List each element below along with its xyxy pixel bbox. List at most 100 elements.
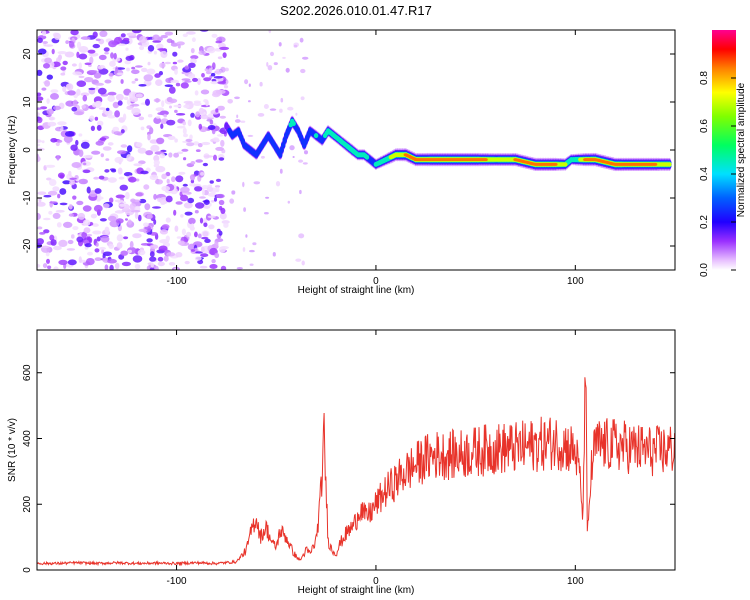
noise-blob xyxy=(209,264,218,269)
noise-blob xyxy=(98,54,107,61)
noise-blob xyxy=(78,46,89,53)
noise-blob xyxy=(116,210,122,214)
noise-blob xyxy=(155,165,166,173)
noise-blob xyxy=(168,262,176,266)
noise-blob xyxy=(206,46,216,54)
spectrogram-y-axis: -20 -10 0 10 20 xyxy=(22,48,675,253)
noise-blob xyxy=(203,77,212,82)
noise-blob xyxy=(215,146,225,151)
noise-blob xyxy=(126,99,131,105)
noise-blob xyxy=(123,236,129,240)
track-cell xyxy=(278,151,283,158)
noise-blob xyxy=(138,160,146,165)
noise-blob xyxy=(149,267,155,270)
noise-blob xyxy=(131,69,140,75)
noise-blob xyxy=(236,267,243,270)
noise-blob xyxy=(247,134,254,137)
noise-blob xyxy=(114,156,124,164)
noise-blob xyxy=(193,102,202,106)
noise-blob xyxy=(280,97,284,103)
noise-blob xyxy=(174,225,179,232)
noise-blob xyxy=(161,173,167,180)
y-tick-label: 20 xyxy=(22,48,33,60)
noise-blob xyxy=(301,260,305,266)
noise-blob xyxy=(47,265,52,270)
noise-blob xyxy=(186,231,192,238)
noise-blob xyxy=(37,48,47,55)
noise-blob xyxy=(153,219,157,225)
noise-blob xyxy=(39,232,46,235)
noise-blob xyxy=(93,72,102,79)
noise-blob xyxy=(60,66,67,71)
noise-blob xyxy=(43,63,50,69)
noise-blob xyxy=(146,214,153,220)
noise-blob xyxy=(109,264,114,270)
noise-blob xyxy=(173,209,177,216)
noise-blob xyxy=(160,201,166,205)
noise-blob xyxy=(187,119,192,127)
noise-blob xyxy=(53,105,61,111)
noise-blob xyxy=(143,74,154,82)
noise-blob xyxy=(190,55,199,60)
noise-blob xyxy=(200,114,209,120)
noise-blob xyxy=(201,73,205,78)
noise-blob xyxy=(198,107,205,114)
noise-blob xyxy=(59,188,67,195)
noise-blob xyxy=(69,177,77,180)
noise-blob xyxy=(211,259,216,264)
noise-blob xyxy=(287,200,290,204)
noise-blob xyxy=(181,71,185,75)
noise-blob xyxy=(49,234,55,241)
noise-blob xyxy=(135,142,143,148)
noise-blob xyxy=(104,52,109,55)
noise-blob xyxy=(41,87,47,91)
noise-blob xyxy=(77,212,86,220)
noise-blob xyxy=(112,126,120,132)
noise-blob xyxy=(72,71,83,76)
noise-blob xyxy=(161,224,170,230)
noise-blob xyxy=(223,85,229,89)
noise-blob xyxy=(190,249,195,252)
noise-blob xyxy=(193,141,200,146)
noise-blob xyxy=(83,219,91,226)
noise-blob xyxy=(76,88,81,96)
noise-blob xyxy=(114,199,124,203)
noise-blob xyxy=(266,62,269,67)
noise-blob xyxy=(197,77,201,86)
noise-blob xyxy=(85,233,93,237)
track-cell xyxy=(313,133,319,139)
noise-blob xyxy=(164,84,173,87)
noise-blob xyxy=(182,183,188,187)
noise-blob xyxy=(203,199,210,205)
x-tick-label: -100 xyxy=(167,576,187,587)
noise-blob xyxy=(138,35,147,44)
noise-blob xyxy=(130,209,141,213)
noise-blob xyxy=(287,106,294,111)
noise-blob xyxy=(92,31,98,38)
noise-blob xyxy=(125,55,134,61)
noise-blob xyxy=(163,113,167,118)
noise-blob xyxy=(186,31,196,35)
noise-blob xyxy=(159,229,168,235)
noise-blob xyxy=(183,133,188,138)
noise-blob xyxy=(299,37,304,43)
noise-blob xyxy=(147,114,153,118)
noise-blob xyxy=(169,105,172,109)
snr-series-line xyxy=(37,377,675,567)
noise-blob xyxy=(249,249,255,253)
noise-blob xyxy=(131,66,136,70)
track-cell xyxy=(483,158,488,162)
noise-blob xyxy=(135,178,140,182)
noise-blob xyxy=(147,61,151,66)
noise-blob xyxy=(138,84,147,87)
noise-blob xyxy=(165,217,171,223)
colorbar-tick-label: 0.6 xyxy=(699,119,710,133)
noise-blob xyxy=(213,76,223,79)
noise-blob xyxy=(202,162,208,167)
y-tick-label: -10 xyxy=(22,190,33,205)
noise-blob xyxy=(204,238,211,243)
spectrogram-x-axis: -100 0 100 xyxy=(167,30,584,287)
track-cell xyxy=(563,162,568,167)
spectrogram-y-label: Frequency (Hz) xyxy=(7,116,18,185)
